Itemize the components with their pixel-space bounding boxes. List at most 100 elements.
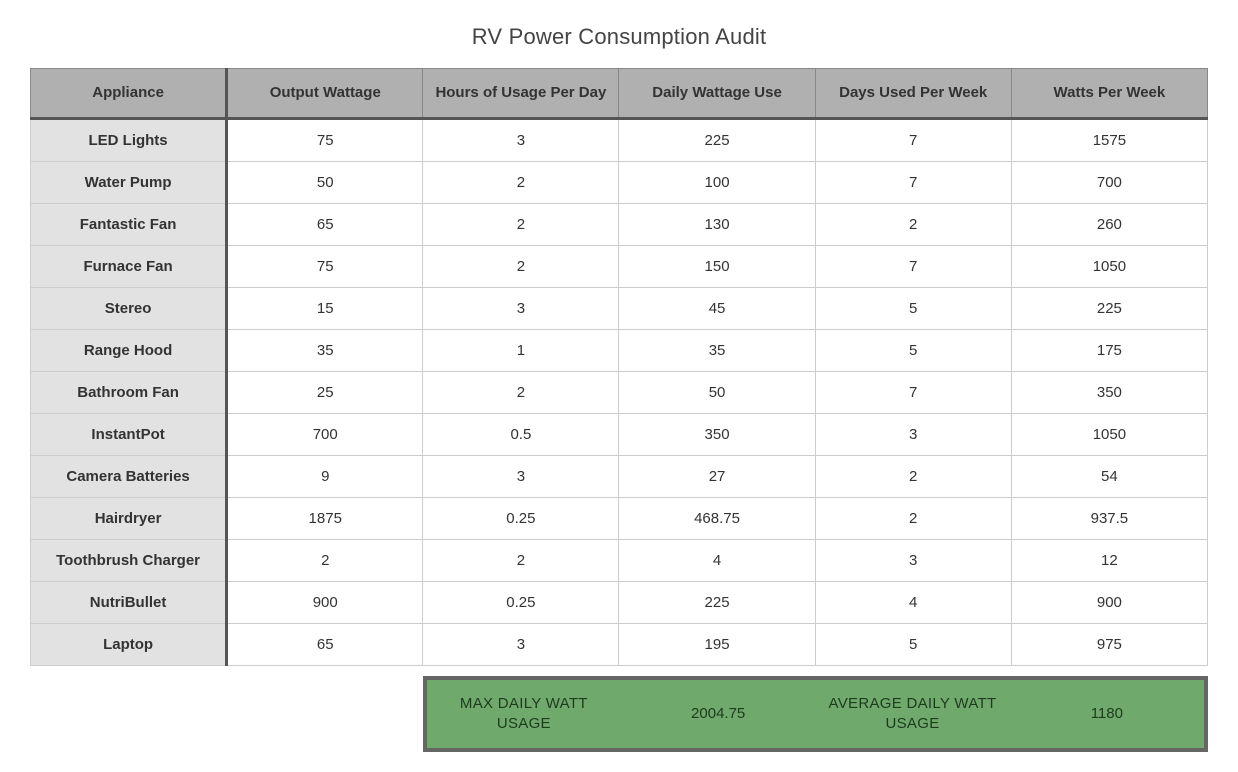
table-row: Camera Batteries9327254 bbox=[31, 455, 1208, 497]
cell: 3 bbox=[423, 118, 619, 161]
col-daily-wattage: Daily Wattage Use bbox=[619, 69, 815, 119]
row-appliance: InstantPot bbox=[31, 413, 227, 455]
cell: 75 bbox=[227, 245, 423, 287]
cell: 195 bbox=[619, 623, 815, 665]
cell: 225 bbox=[1011, 287, 1207, 329]
cell: 45 bbox=[619, 287, 815, 329]
row-appliance: Fantastic Fan bbox=[31, 203, 227, 245]
cell: 225 bbox=[619, 118, 815, 161]
cell: 2 bbox=[815, 455, 1011, 497]
cell: 2 bbox=[815, 497, 1011, 539]
cell: 0.5 bbox=[423, 413, 619, 455]
cell: 54 bbox=[1011, 455, 1207, 497]
cell: 65 bbox=[227, 203, 423, 245]
cell: 5 bbox=[815, 623, 1011, 665]
cell: 3 bbox=[815, 413, 1011, 455]
table-row: Water Pump5021007700 bbox=[31, 161, 1208, 203]
cell: 25 bbox=[227, 371, 423, 413]
row-appliance: Toothbrush Charger bbox=[31, 539, 227, 581]
table-row: Bathroom Fan252507350 bbox=[31, 371, 1208, 413]
cell: 3 bbox=[423, 287, 619, 329]
cell: 1575 bbox=[1011, 118, 1207, 161]
cell: 900 bbox=[1011, 581, 1207, 623]
cell: 225 bbox=[619, 581, 815, 623]
table-header-row: Appliance Output Wattage Hours of Usage … bbox=[31, 69, 1208, 119]
cell: 975 bbox=[1011, 623, 1207, 665]
cell: 7 bbox=[815, 161, 1011, 203]
cell: 3 bbox=[423, 455, 619, 497]
row-appliance: Stereo bbox=[31, 287, 227, 329]
table-row: Range Hood351355175 bbox=[31, 329, 1208, 371]
cell: 1050 bbox=[1011, 413, 1207, 455]
cell: 2 bbox=[423, 539, 619, 581]
row-appliance: LED Lights bbox=[31, 118, 227, 161]
summary-avg-value: 1180 bbox=[1010, 680, 1204, 749]
cell: 468.75 bbox=[619, 497, 815, 539]
summary-max-value: 2004.75 bbox=[621, 680, 815, 749]
cell: 7 bbox=[815, 118, 1011, 161]
table-row: Toothbrush Charger224312 bbox=[31, 539, 1208, 581]
cell: 2 bbox=[423, 245, 619, 287]
summary-avg-label: AVERAGE DAILY WATT USAGE bbox=[815, 680, 1009, 749]
row-appliance: Laptop bbox=[31, 623, 227, 665]
cell: 100 bbox=[619, 161, 815, 203]
row-appliance: Camera Batteries bbox=[31, 455, 227, 497]
table-row: Fantastic Fan6521302260 bbox=[31, 203, 1208, 245]
row-appliance: Range Hood bbox=[31, 329, 227, 371]
cell: 5 bbox=[815, 287, 1011, 329]
cell: 50 bbox=[227, 161, 423, 203]
cell: 700 bbox=[227, 413, 423, 455]
cell: 2 bbox=[423, 371, 619, 413]
row-appliance: Furnace Fan bbox=[31, 245, 227, 287]
cell: 35 bbox=[619, 329, 815, 371]
cell: 937.5 bbox=[1011, 497, 1207, 539]
cell: 65 bbox=[227, 623, 423, 665]
cell: 350 bbox=[1011, 371, 1207, 413]
summary-bar: MAX DAILY WATT USAGE 2004.75 AVERAGE DAI… bbox=[423, 676, 1208, 753]
page-title: RV Power Consumption Audit bbox=[30, 24, 1208, 50]
cell: 2 bbox=[227, 539, 423, 581]
row-appliance: Bathroom Fan bbox=[31, 371, 227, 413]
summary-max-label: MAX DAILY WATT USAGE bbox=[427, 680, 621, 749]
cell: 27 bbox=[619, 455, 815, 497]
cell: 0.25 bbox=[423, 497, 619, 539]
cell: 175 bbox=[1011, 329, 1207, 371]
cell: 35 bbox=[227, 329, 423, 371]
cell: 7 bbox=[815, 245, 1011, 287]
table-row: Stereo153455225 bbox=[31, 287, 1208, 329]
cell: 350 bbox=[619, 413, 815, 455]
col-output-wattage: Output Wattage bbox=[227, 69, 423, 119]
row-appliance: Water Pump bbox=[31, 161, 227, 203]
cell: 75 bbox=[227, 118, 423, 161]
col-watts-per-week: Watts Per Week bbox=[1011, 69, 1207, 119]
cell: 9 bbox=[227, 455, 423, 497]
cell: 700 bbox=[1011, 161, 1207, 203]
cell: 260 bbox=[1011, 203, 1207, 245]
cell: 7 bbox=[815, 371, 1011, 413]
cell: 3 bbox=[815, 539, 1011, 581]
cell: 0.25 bbox=[423, 581, 619, 623]
cell: 2 bbox=[423, 203, 619, 245]
cell: 4 bbox=[619, 539, 815, 581]
cell: 2 bbox=[423, 161, 619, 203]
cell: 150 bbox=[619, 245, 815, 287]
row-appliance: NutriBullet bbox=[31, 581, 227, 623]
col-hours-per-day: Hours of Usage Per Day bbox=[423, 69, 619, 119]
cell: 1875 bbox=[227, 497, 423, 539]
cell: 3 bbox=[423, 623, 619, 665]
row-appliance: Hairdryer bbox=[31, 497, 227, 539]
cell: 2 bbox=[815, 203, 1011, 245]
table-row: Laptop6531955975 bbox=[31, 623, 1208, 665]
table-row: Furnace Fan75215071050 bbox=[31, 245, 1208, 287]
table-row: NutriBullet9000.252254900 bbox=[31, 581, 1208, 623]
col-days-per-week: Days Used Per Week bbox=[815, 69, 1011, 119]
cell: 1 bbox=[423, 329, 619, 371]
cell: 4 bbox=[815, 581, 1011, 623]
table-row: InstantPot7000.535031050 bbox=[31, 413, 1208, 455]
power-table: Appliance Output Wattage Hours of Usage … bbox=[30, 68, 1208, 666]
cell: 1050 bbox=[1011, 245, 1207, 287]
cell: 130 bbox=[619, 203, 815, 245]
table-row: LED Lights75322571575 bbox=[31, 118, 1208, 161]
cell: 15 bbox=[227, 287, 423, 329]
col-appliance: Appliance bbox=[31, 69, 227, 119]
